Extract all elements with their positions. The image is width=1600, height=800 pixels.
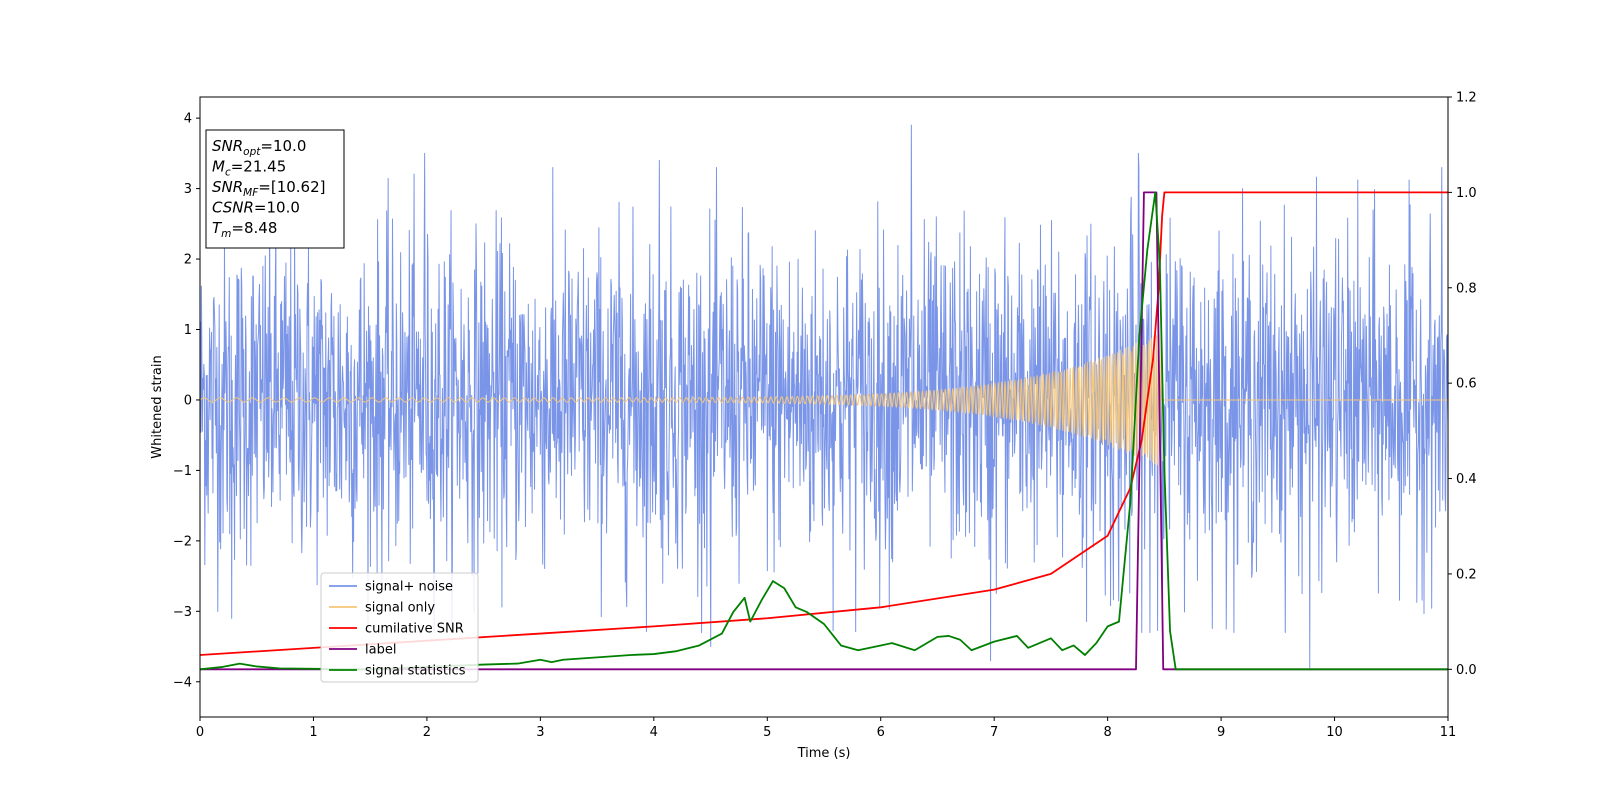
legend-label: cumilative SNR [365,622,464,637]
series-line-signal-noise [200,124,1448,669]
x-axis-label: Time (s) [797,746,851,761]
x-tick-label: 2 [423,725,431,740]
y-tick-label: 3 [184,182,192,197]
annotation-line: Mc=21.45 [212,158,286,179]
annotation-line: Tm=8.48 [212,219,277,240]
x-tick-label: 3 [536,725,544,740]
plot-frame [199,96,1449,718]
annotation-box: SNRopt=10.0Mc=21.45SNRMF=[10.62]CSNR=10.… [205,129,345,249]
y-axis-left: −4 −3 −2 −1 0 1 2 3 4 [173,112,200,690]
legend-label: signal statistics [365,664,466,679]
legend-frame [320,572,479,683]
y-axis-label: Whitened strain [150,355,165,458]
legend-label: signal only [365,601,435,616]
y2-tick-label: 0.2 [1456,567,1477,582]
series-layer [200,124,1448,671]
legend-label: signal+ noise [365,580,453,595]
y2-tick-label: 1.0 [1456,186,1477,201]
x-tick-label: 0 [196,725,204,740]
series-line-cumilative-snr [200,191,1448,656]
y-tick-label: 1 [184,323,192,338]
series-line-signal-statistics [200,191,1448,671]
legend: signal+ noise signal only cumilative SNR la… [320,572,479,683]
series-line-signal-only [200,334,1448,466]
y-tick-label: 0 [184,393,192,408]
y2-tick-label: 0.4 [1456,472,1477,487]
y-tick-label: −3 [173,605,192,620]
x-tick-label: 5 [763,725,771,740]
y-tick-label: −2 [173,534,192,549]
x-tick-label: 8 [1103,725,1111,740]
y-tick-label: 2 [184,253,192,268]
x-tick-label: 9 [1217,725,1225,740]
x-axis: 0 1 2 3 4 5 6 7 8 9 10 11 [196,717,1456,740]
x-tick-label: 7 [990,725,998,740]
y2-tick-label: 0.0 [1456,663,1477,678]
legend-label: label [365,643,396,658]
x-tick-label: 1 [309,725,317,740]
y2-tick-label: 0.6 [1456,377,1477,392]
x-tick-label: 10 [1326,725,1343,740]
annotation-line: SNRopt=10.0 [212,137,306,158]
y-tick-label: −1 [173,464,192,479]
x-tick-label: 11 [1440,725,1457,740]
annotation-line: SNRMF=[10.62] [212,178,326,199]
annotation-line: CSNR=10.0 [212,199,300,217]
y2-tick-label: 1.2 [1456,91,1477,106]
y-tick-label: −4 [173,675,192,690]
x-tick-label: 6 [877,725,885,740]
y2-tick-label: 0.8 [1456,281,1477,296]
annotation-frame [205,129,345,249]
x-tick-label: 4 [650,725,658,740]
y-axis-right: 0.0 0.2 0.4 0.6 0.8 1.0 1.2 [1448,91,1477,678]
y-tick-label: 4 [184,112,192,127]
